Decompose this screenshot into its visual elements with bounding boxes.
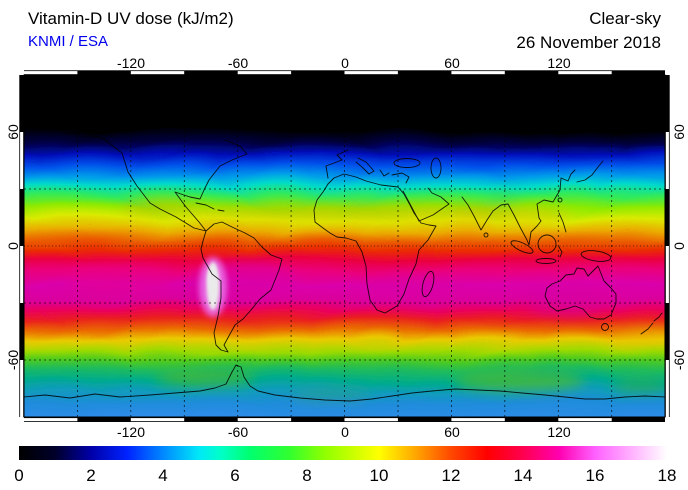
lat-label-left-0: 60 xyxy=(5,124,21,140)
colorbar-label-6: 12 xyxy=(442,466,461,485)
lat-label-right-2: -60 xyxy=(671,350,687,370)
colorbar-labels: 0 2 4 6 8 10 12 14 16 18 xyxy=(14,466,676,485)
colorbar-label-3: 6 xyxy=(230,466,239,485)
coast-sri-lanka xyxy=(483,232,489,238)
coast-tasmania xyxy=(601,323,609,331)
lon-label-top-0: -120 xyxy=(117,55,145,71)
lon-label-bottom-3: 60 xyxy=(444,424,460,440)
map-frame xyxy=(19,70,670,422)
figure-title: Vitamin-D UV dose (kJ/m2) xyxy=(28,9,234,28)
lat-label-left-1: 0 xyxy=(5,242,21,250)
coast-japan xyxy=(576,160,604,183)
colorbar-label-7: 14 xyxy=(514,466,533,485)
header-left: Vitamin-D UV dose (kJ/m2) KNMI / ESA xyxy=(28,9,234,50)
coast-borneo xyxy=(537,234,557,254)
coast-africa xyxy=(313,173,437,314)
coast-south-america xyxy=(200,221,283,353)
source-credit: KNMI / ESA xyxy=(28,33,109,50)
colorbar-label-4: 8 xyxy=(302,466,311,485)
coast-madagascar xyxy=(421,270,435,298)
lon-label-top-3: 60 xyxy=(444,55,460,71)
lat-label-left-2: -60 xyxy=(5,350,21,370)
colorbar-label-8: 16 xyxy=(586,466,605,485)
coast-caspian-sea xyxy=(430,157,442,179)
coast-sumatra xyxy=(510,240,534,254)
colorbar-label-9: 18 xyxy=(658,466,677,485)
lat-label-right-0: 60 xyxy=(671,124,687,140)
axis-labels: -120 -60 0 60 120 -120 -60 0 60 120 60 0… xyxy=(5,55,687,440)
coast-north-america xyxy=(44,120,248,232)
sky-condition-label: Clear-sky xyxy=(589,9,661,28)
coast-europe xyxy=(325,149,410,184)
coast-sulawesi xyxy=(558,246,563,258)
date-label: 26 November 2018 xyxy=(516,33,661,52)
header-right: Clear-sky 26 November 2018 xyxy=(516,9,661,53)
map-field xyxy=(24,75,665,417)
colorbar-label-5: 10 xyxy=(370,466,389,485)
graticule xyxy=(24,75,665,417)
coast-java xyxy=(535,258,557,264)
coast-new-guinea xyxy=(580,250,612,262)
lon-label-top-4: 120 xyxy=(547,55,571,71)
colorbar: 0 2 4 6 8 10 12 14 16 18 xyxy=(14,446,676,485)
colorbar-gradient xyxy=(19,446,667,460)
coast-south-asia xyxy=(461,169,576,246)
lon-label-top-2: 0 xyxy=(341,55,349,71)
colorbar-label-2: 4 xyxy=(158,466,167,485)
coast-new-zealand xyxy=(640,312,663,335)
colorbar-label-1: 2 xyxy=(86,466,95,485)
lon-label-bottom-1: -60 xyxy=(228,424,248,440)
coast-australia xyxy=(544,265,617,320)
lon-label-bottom-0: -120 xyxy=(117,424,145,440)
coast-taiwan xyxy=(557,197,563,203)
lon-label-bottom-4: 120 xyxy=(547,424,571,440)
coast-black-sea xyxy=(393,158,421,168)
lon-label-top-1: -60 xyxy=(228,55,248,71)
lon-label-bottom-2: 0 xyxy=(341,424,349,440)
coast-caribbean xyxy=(195,202,225,212)
coast-philippines xyxy=(558,212,567,233)
coast-antarctica xyxy=(24,364,665,402)
coast-arabia xyxy=(402,187,450,222)
coastlines xyxy=(24,120,665,402)
colorbar-label-0: 0 xyxy=(14,466,23,485)
lat-label-right-1: 0 xyxy=(671,242,687,250)
